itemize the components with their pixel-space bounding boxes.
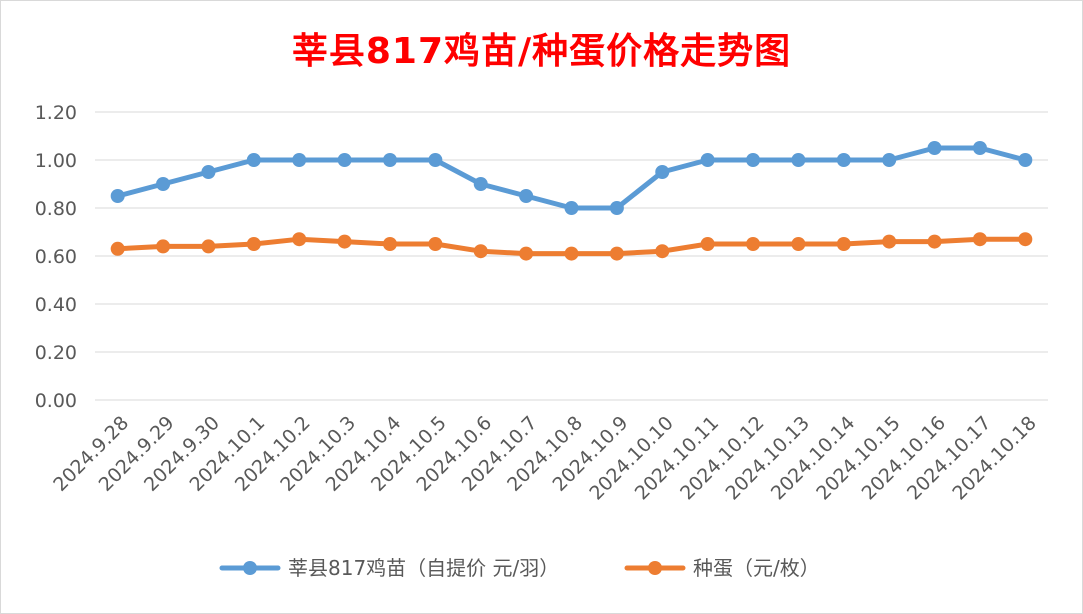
data-point	[882, 153, 897, 167]
legend-label: 种蛋（元/枚）	[693, 556, 820, 580]
legend: 莘县817鸡苗（自提价 元/羽） 种蛋（元/枚）	[219, 556, 820, 580]
data-point	[1018, 153, 1033, 167]
data-point	[473, 177, 488, 191]
data-point	[1018, 232, 1033, 247]
data-point	[201, 239, 216, 254]
y-tick-label: 0.60	[35, 246, 77, 268]
y-tick-label: 1.20	[35, 102, 77, 124]
series-1	[110, 141, 1033, 215]
y-tick-label: 1.00	[35, 150, 77, 172]
data-point	[746, 237, 761, 251]
data-point	[609, 246, 624, 261]
data-point	[382, 237, 397, 251]
data-point	[700, 153, 715, 167]
data-point	[700, 237, 715, 251]
legend-marker	[243, 561, 257, 575]
data-point	[337, 234, 352, 249]
data-point	[156, 239, 171, 254]
y-tick-label: 0.20	[35, 342, 77, 364]
chart-title: 莘县817鸡苗/种蛋价格走势图	[291, 31, 792, 72]
data-point	[519, 246, 534, 261]
data-point	[292, 153, 307, 167]
data-point	[927, 234, 942, 249]
data-point	[292, 232, 307, 247]
data-point	[473, 244, 488, 259]
data-point	[246, 237, 261, 251]
data-point	[655, 244, 670, 259]
data-point	[746, 153, 761, 167]
data-point	[246, 153, 261, 167]
data-point	[791, 237, 806, 251]
data-point	[836, 237, 851, 251]
y-axis-labels: 0.00 0.20 0.40 0.60 0.80 1.00 1.20	[35, 102, 77, 412]
data-point	[972, 141, 987, 155]
data-point	[337, 153, 352, 167]
data-point	[609, 201, 624, 215]
y-tick-label: 0.00	[35, 390, 77, 412]
y-tick-label: 0.80	[35, 198, 77, 220]
legend-marker	[648, 561, 662, 575]
data-point	[791, 153, 806, 167]
series-2	[110, 232, 1033, 261]
data-point	[201, 165, 216, 179]
data-point	[972, 232, 987, 247]
data-point	[882, 234, 897, 249]
data-point	[564, 201, 579, 215]
data-point	[156, 177, 171, 191]
data-point	[927, 141, 942, 155]
data-point	[655, 165, 670, 179]
data-point	[428, 153, 443, 167]
data-point	[519, 189, 534, 203]
legend-label: 莘县817鸡苗（自提价 元/羽）	[288, 556, 559, 580]
x-axis-labels: 2024.9.282024.9.292024.9.302024.10.12024…	[49, 412, 1041, 504]
data-point	[110, 189, 125, 203]
data-point	[564, 246, 579, 261]
data-point	[836, 153, 851, 167]
data-point	[428, 237, 443, 251]
data-point	[382, 153, 397, 167]
y-tick-label: 0.40	[35, 294, 77, 316]
data-point	[110, 241, 125, 256]
